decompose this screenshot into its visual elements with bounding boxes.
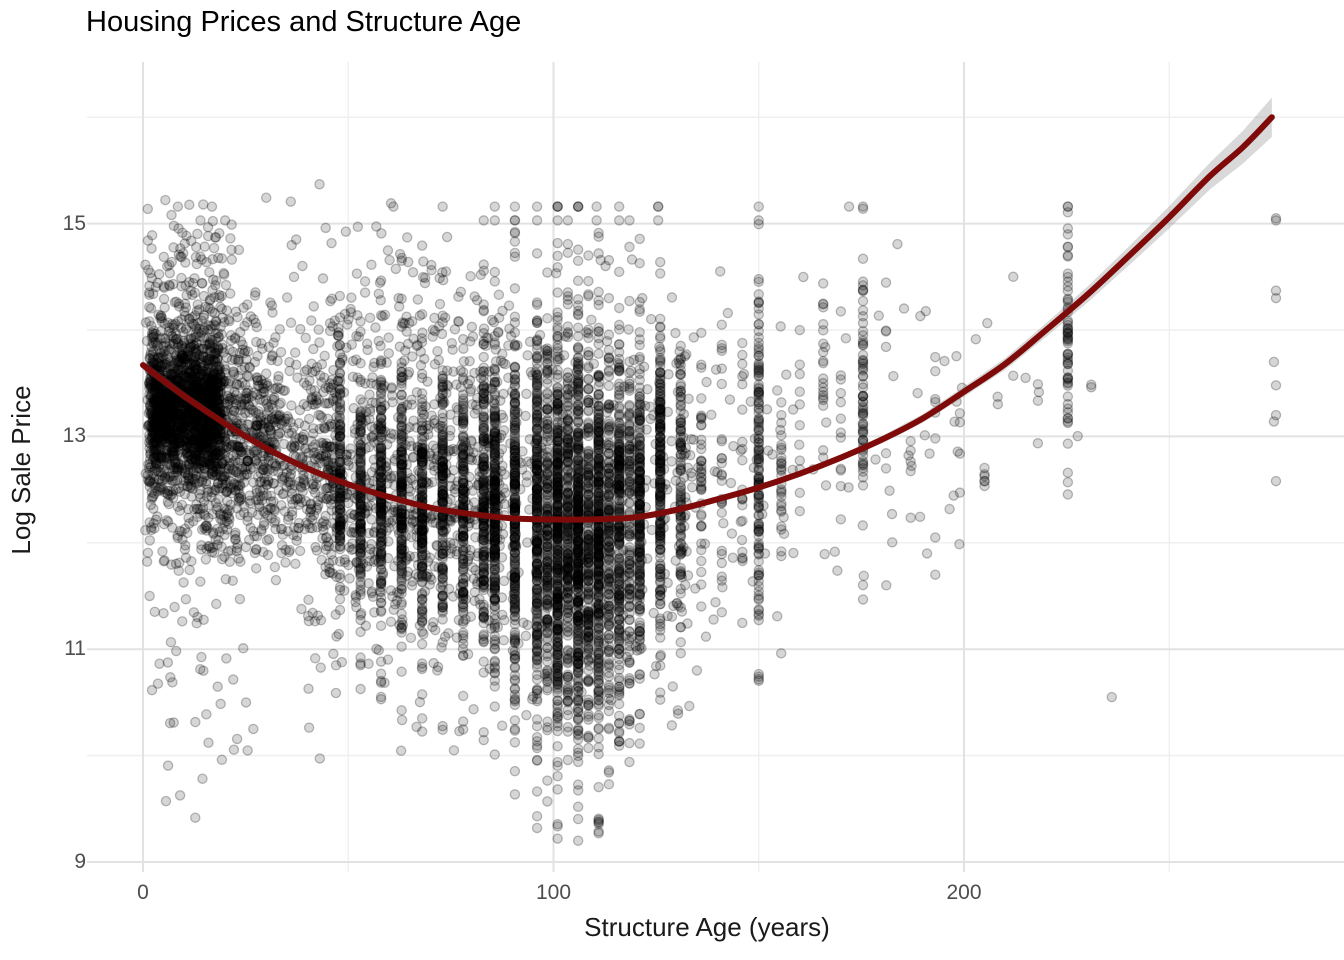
y-tick-label: 13 (62, 424, 86, 448)
y-tick-label: 11 (64, 637, 86, 661)
x-tick-label: 100 (535, 881, 572, 904)
x-tick-label: 0 (137, 881, 149, 904)
y-tick-label: 15 (62, 211, 86, 235)
x-tick-label: 200 (946, 881, 982, 904)
y-tick-label: 9 (74, 850, 86, 873)
chart-title: Housing Prices and Structure Age (86, 6, 522, 38)
y-axis-title: Log Sale Price (6, 385, 36, 555)
x-axis-title: Structure Age (years) (584, 912, 830, 942)
